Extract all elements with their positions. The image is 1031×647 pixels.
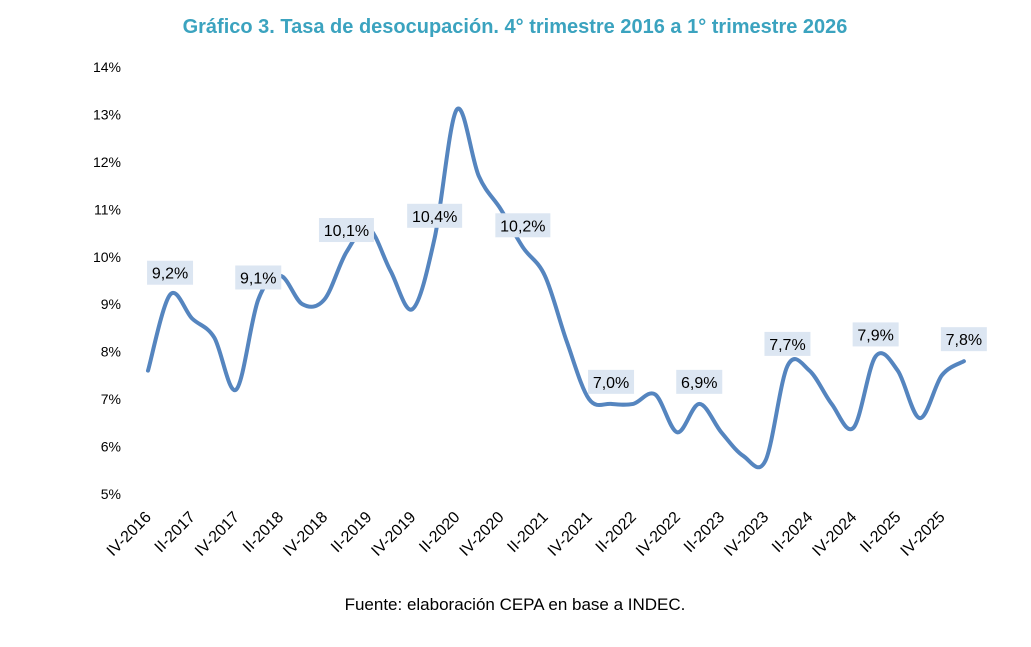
x-tick-label: IV-2025: [898, 509, 949, 560]
data-label: 6,9%: [676, 369, 723, 394]
data-label-box: [764, 331, 811, 356]
data-label-text: 6,9%: [681, 375, 717, 392]
y-tick-label: 11%: [94, 201, 121, 217]
data-label-text: 9,2%: [152, 266, 188, 283]
source-note: Fuente: elaboración CEPA en base a INDEC…: [345, 595, 686, 614]
x-tick-label: IV-2018: [280, 509, 331, 560]
x-tick-label: IV-2020: [457, 509, 508, 560]
y-tick-label: 10%: [93, 249, 121, 265]
x-tick-label: IV-2017: [192, 509, 243, 560]
data-label-box: [852, 322, 899, 347]
data-label-text: 10,4%: [412, 209, 457, 226]
data-label-box: [235, 265, 282, 290]
y-tick-label: 5%: [101, 486, 121, 502]
data-label-box: [407, 203, 463, 228]
x-tick-label: IV-2016: [104, 509, 155, 560]
data-label: 10,2%: [495, 213, 551, 238]
x-tick-label: IV-2023: [721, 509, 772, 560]
y-axis: 5% 6% 7% 8% 9% 10% 11% 12% 13% 14%: [93, 59, 121, 502]
x-tick-label: IV-2022: [633, 509, 684, 560]
x-tick-label: IV-2019: [368, 509, 419, 560]
data-label-text: 7,0%: [593, 375, 629, 392]
data-label-box: [318, 218, 374, 243]
data-label-box: [588, 369, 635, 394]
data-label-text: 10,2%: [500, 218, 545, 235]
data-labels: 9,2% 9,1% 10,1% 10,4% 10,2% 7,0% 6,9% 7,7% 7,9% 7…: [147, 203, 987, 394]
x-tick-label: IV-2024: [809, 509, 860, 560]
data-label: 10,4%: [407, 203, 463, 228]
y-tick-label: 12%: [93, 154, 121, 170]
data-label-box: [940, 327, 987, 352]
x-axis: IV-2016II-2017IV-2017II-2018IV-2018II-20…: [104, 509, 949, 560]
data-label-text: 7,9%: [857, 327, 893, 344]
y-tick-label: 8%: [101, 344, 121, 360]
y-tick-label: 14%: [93, 59, 121, 75]
y-tick-label: 9%: [101, 296, 121, 312]
data-label-box: [147, 260, 194, 285]
data-label: 9,1%: [235, 265, 282, 290]
y-tick-label: 6%: [101, 439, 121, 455]
y-tick-label: 13%: [93, 106, 121, 122]
data-label-text: 10,1%: [324, 223, 369, 240]
x-tick-label: IV-2021: [545, 509, 596, 560]
data-label-text: 9,1%: [240, 270, 276, 287]
data-label: 10,1%: [318, 218, 374, 243]
data-label: 7,9%: [852, 322, 899, 347]
data-label-text: 7,8%: [946, 332, 982, 349]
data-label: 7,7%: [764, 331, 811, 356]
data-label-text: 7,7%: [769, 337, 805, 354]
data-label: 7,0%: [588, 369, 635, 394]
data-label-box: [676, 369, 723, 394]
data-label: 9,2%: [147, 260, 194, 285]
data-label-box: [495, 213, 551, 238]
data-label: 7,8%: [940, 327, 987, 352]
y-tick-label: 7%: [101, 391, 121, 407]
chart-title: Gráfico 3. Tasa de desocupación. 4° trim…: [183, 16, 848, 38]
